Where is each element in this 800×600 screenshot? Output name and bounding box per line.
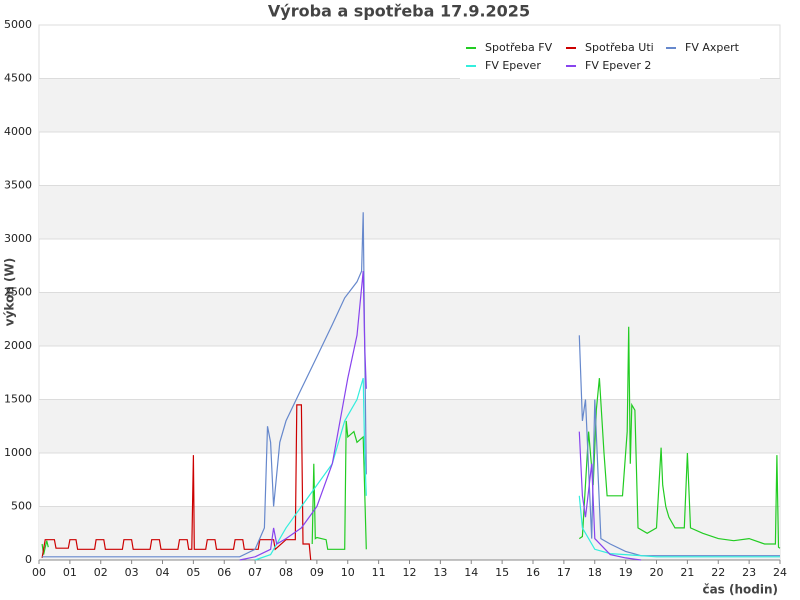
x-tick-label: 00 bbox=[32, 566, 46, 579]
x-tick-label: 22 bbox=[711, 566, 725, 579]
y-tick-label: 5000 bbox=[4, 18, 32, 31]
x-tick-label: 09 bbox=[310, 566, 324, 579]
x-tick-label: 07 bbox=[248, 566, 262, 579]
legend: Spotřeba FV Spotřeba Uti FV Axpert FV Epeve… bbox=[460, 35, 760, 79]
x-tick-label: 06 bbox=[217, 566, 231, 579]
y-tick-label: 1500 bbox=[4, 393, 32, 406]
x-tick-label: 16 bbox=[526, 566, 540, 579]
legend-label: Spotřeba FV bbox=[485, 41, 553, 54]
x-tick-label: 23 bbox=[742, 566, 756, 579]
band bbox=[39, 506, 780, 560]
x-tick-label: 12 bbox=[403, 566, 417, 579]
x-tick-label: 15 bbox=[495, 566, 509, 579]
x-tick-label: 24 bbox=[773, 566, 787, 579]
y-tick-label: 4000 bbox=[4, 125, 32, 138]
x-tick-label: 13 bbox=[433, 566, 447, 579]
legend-label: FV Epever bbox=[485, 59, 541, 72]
y-tick-label: 4500 bbox=[4, 72, 32, 85]
x-tick-label: 02 bbox=[94, 566, 108, 579]
x-tick-label: 19 bbox=[619, 566, 633, 579]
series-line bbox=[41, 326, 781, 555]
x-axis-label: čas (hodin) bbox=[702, 583, 778, 597]
series-line bbox=[42, 212, 780, 558]
x-tick-label: 01 bbox=[63, 566, 77, 579]
y-tick-label: 2500 bbox=[4, 286, 32, 299]
series-line bbox=[41, 404, 312, 561]
x-tick-label: 10 bbox=[341, 566, 355, 579]
y-tick-label: 3500 bbox=[4, 179, 32, 192]
x-tick-label: 11 bbox=[372, 566, 386, 579]
x-tick-label: 03 bbox=[125, 566, 139, 579]
chart-title: Výroba a spotřeba 17.9.2025 bbox=[268, 2, 530, 21]
y-tick-label: 3000 bbox=[4, 232, 32, 245]
x-tick-label: 17 bbox=[557, 566, 571, 579]
x-tick-label: 18 bbox=[588, 566, 602, 579]
y-axis-label: výkon (W) bbox=[3, 258, 17, 326]
y-tick-label: 2000 bbox=[4, 339, 32, 352]
x-tick-label: 20 bbox=[650, 566, 664, 579]
x-tick-label: 08 bbox=[279, 566, 293, 579]
band bbox=[39, 78, 780, 132]
x-tick-label: 21 bbox=[680, 566, 694, 579]
x-tick-label: 05 bbox=[186, 566, 200, 579]
legend-label: FV Axpert bbox=[685, 41, 740, 54]
band bbox=[39, 185, 780, 239]
y-tick-label: 500 bbox=[11, 500, 32, 513]
series-line bbox=[239, 271, 642, 561]
band bbox=[39, 399, 780, 453]
y-tick-label: 0 bbox=[25, 553, 32, 566]
y-tick-label: 1000 bbox=[4, 446, 32, 459]
legend-box bbox=[460, 35, 760, 79]
x-tick-label: 14 bbox=[464, 566, 478, 579]
band bbox=[39, 292, 780, 346]
legend-label: FV Epever 2 bbox=[585, 59, 651, 72]
x-tick-label: 04 bbox=[156, 566, 170, 579]
legend-label: Spotřeba Uti bbox=[585, 41, 654, 54]
